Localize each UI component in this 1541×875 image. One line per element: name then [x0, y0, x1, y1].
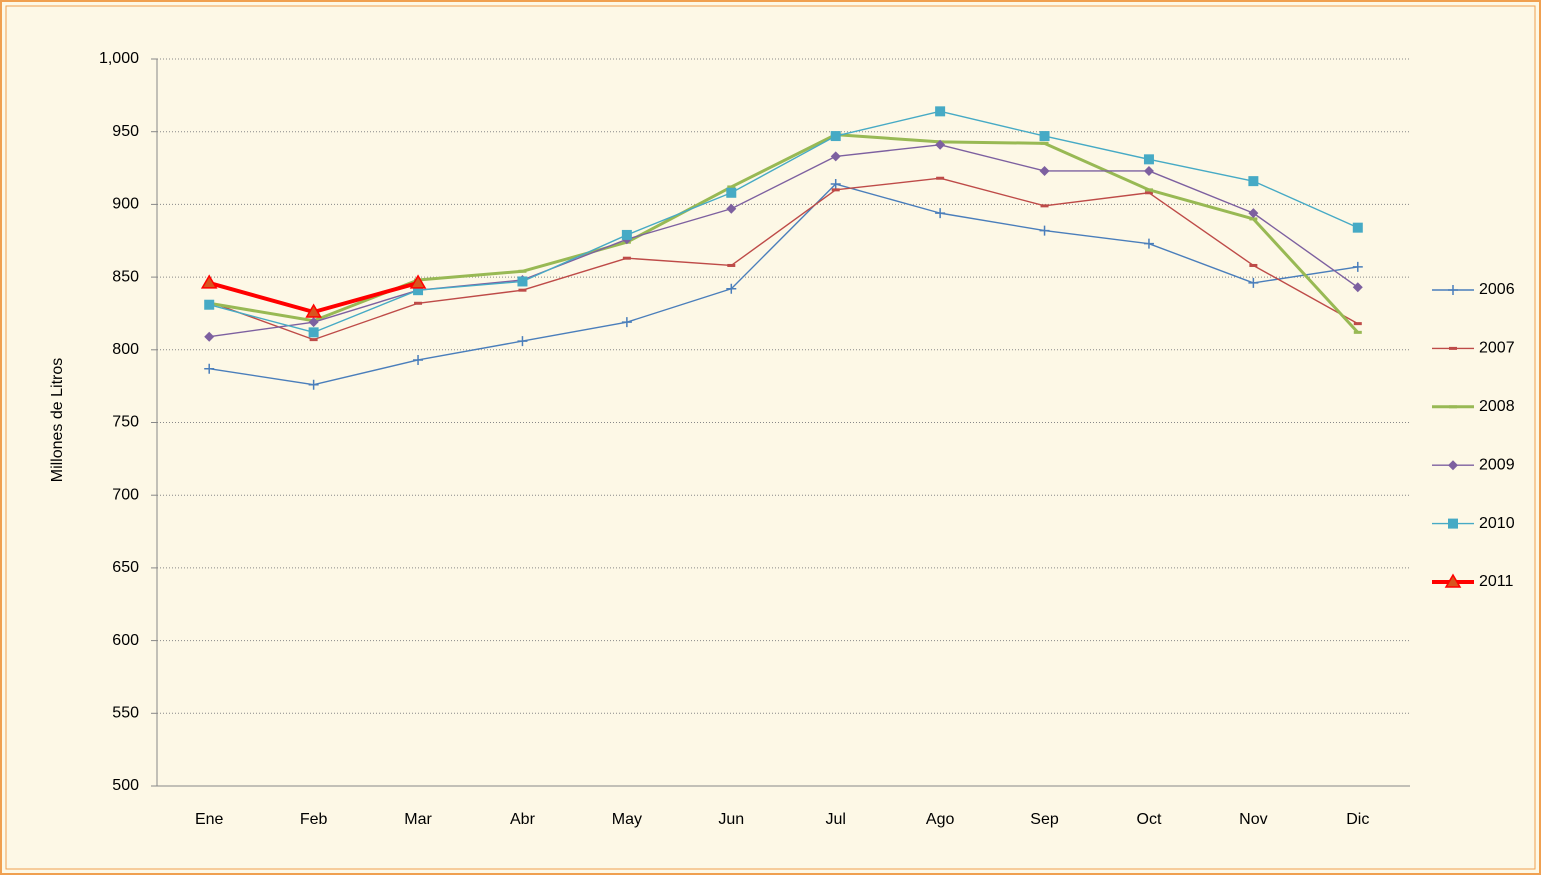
point-marker — [308, 327, 319, 338]
y-tick-label: 850 — [112, 268, 139, 285]
point-marker — [830, 151, 841, 162]
point-marker — [830, 131, 841, 142]
point-marker — [200, 274, 218, 289]
point-marker — [414, 301, 423, 305]
series-line — [208, 177, 1359, 341]
x-tick-label: Jun — [718, 811, 744, 828]
point-marker — [726, 203, 737, 214]
y-tick-label: 700 — [112, 486, 139, 503]
point-marker — [1353, 322, 1362, 326]
point-marker — [1248, 277, 1259, 288]
point-marker — [1143, 154, 1154, 165]
x-tick-label: Nov — [1239, 811, 1267, 828]
legend-label: 2006 — [1479, 281, 1515, 298]
point-marker — [1039, 225, 1050, 236]
x-tick-label: Oct — [1137, 811, 1162, 828]
point-marker — [726, 283, 737, 294]
x-tick-label: Ene — [195, 811, 224, 828]
point-marker — [935, 106, 946, 117]
point-marker — [1039, 131, 1050, 142]
y-tick-label: 900 — [112, 196, 139, 213]
point-marker — [204, 331, 215, 342]
series-line — [209, 110, 1359, 334]
point-marker — [1353, 330, 1362, 334]
point-marker — [518, 269, 527, 273]
legend-marker — [1448, 460, 1458, 471]
point-marker — [308, 317, 319, 328]
point-marker — [1249, 263, 1258, 267]
point-marker — [204, 299, 215, 310]
y-tick-label: 1,000 — [99, 50, 139, 67]
y-tick-label: 600 — [112, 632, 139, 649]
point-marker — [1039, 165, 1050, 176]
point-marker — [1144, 191, 1153, 195]
point-marker — [204, 363, 215, 374]
x-tick-label: May — [612, 811, 642, 828]
point-marker — [1248, 176, 1259, 187]
point-marker — [936, 176, 945, 180]
point-marker — [413, 285, 424, 296]
legend-marker — [1448, 285, 1458, 295]
y-tick-label: 750 — [112, 414, 139, 431]
legend-marker — [1449, 405, 1457, 409]
x-tick-label: Dic — [1346, 811, 1369, 828]
point-marker — [726, 187, 737, 198]
series-line — [209, 144, 1359, 338]
point-marker — [935, 208, 946, 219]
point-marker — [621, 317, 632, 328]
y-tick-label: 550 — [112, 705, 139, 722]
point-marker — [1352, 222, 1363, 233]
legend-marker — [1449, 346, 1457, 350]
x-tick-label: Abr — [510, 811, 536, 828]
point-marker — [621, 229, 632, 240]
point-marker — [409, 274, 427, 289]
point-marker — [1143, 165, 1154, 176]
point-marker — [308, 379, 319, 390]
point-marker — [517, 336, 528, 347]
legend-label: 2007 — [1479, 340, 1515, 357]
legend-label: 2011 — [1479, 573, 1514, 590]
point-marker — [1040, 204, 1049, 208]
point-marker — [727, 185, 736, 189]
y-tick-label: 650 — [112, 559, 139, 576]
x-tick-label: Ago — [926, 811, 955, 828]
point-marker — [727, 263, 736, 267]
x-tick-label: Jul — [825, 811, 845, 828]
legend-marker — [1448, 518, 1458, 529]
y-tick-label: 800 — [112, 341, 139, 358]
point-marker — [518, 288, 527, 292]
x-tick-label: Feb — [300, 811, 328, 828]
point-marker — [935, 139, 946, 150]
point-marker — [309, 338, 318, 342]
point-marker — [1040, 141, 1049, 145]
legend-marker — [1444, 573, 1462, 588]
x-tick-label: Mar — [404, 811, 432, 828]
y-tick-label: 950 — [112, 123, 139, 140]
point-marker — [1249, 217, 1258, 221]
point-marker — [1352, 261, 1363, 272]
point-marker — [1352, 282, 1363, 293]
point-marker — [305, 303, 322, 318]
point-marker — [517, 276, 528, 287]
point-marker — [1248, 208, 1259, 219]
y-tick-label: 500 — [112, 777, 139, 794]
point-marker — [1144, 188, 1153, 192]
point-marker — [622, 256, 631, 260]
point-marker — [1143, 238, 1154, 249]
legend-label: 2010 — [1479, 515, 1515, 532]
legend-label: 2009 — [1479, 456, 1515, 473]
chart-frame — [5, 5, 1536, 870]
point-marker — [830, 179, 841, 190]
point-marker — [413, 354, 424, 365]
x-tick-label: Sep — [1030, 811, 1059, 828]
legend-label: 2008 — [1479, 398, 1515, 415]
point-marker — [831, 188, 840, 192]
series-line — [209, 183, 1358, 386]
y-axis-label: Millones de Litros — [49, 358, 66, 483]
